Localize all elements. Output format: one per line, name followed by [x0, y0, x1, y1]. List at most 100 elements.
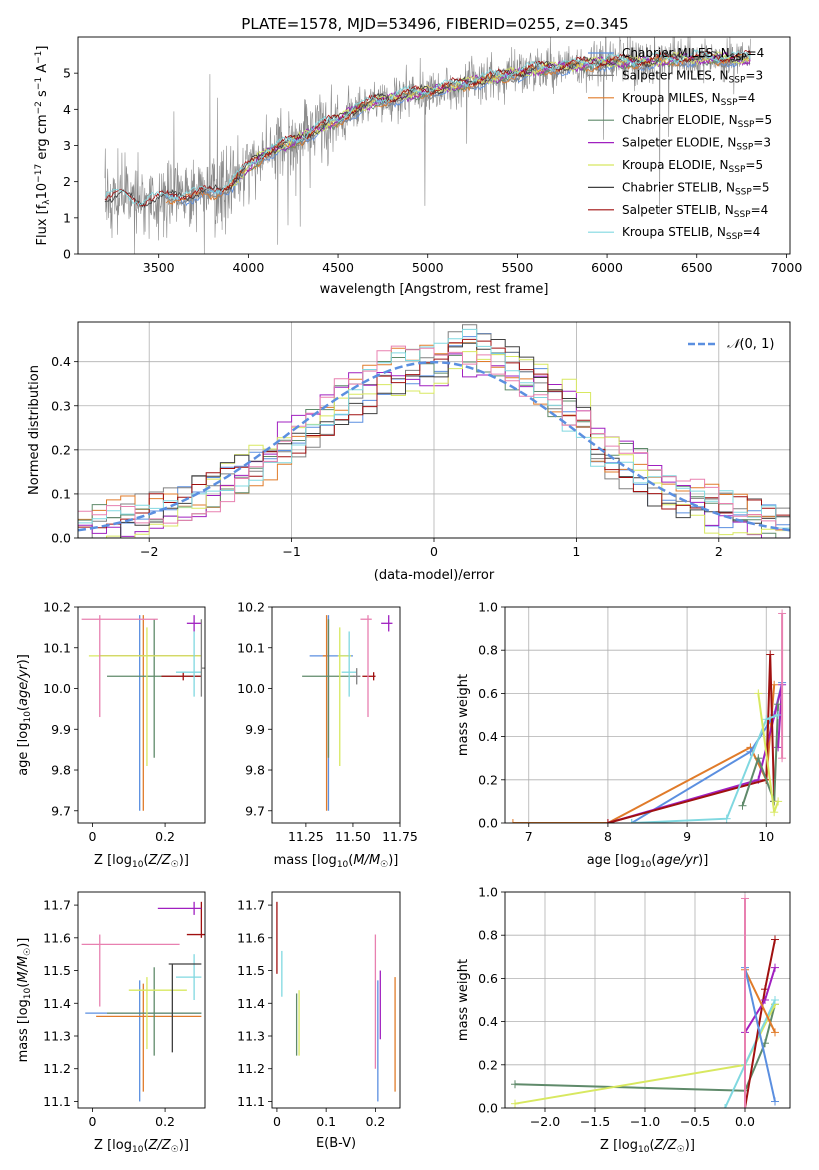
axes-z_age: [74, 606, 166, 827]
x-tick-label: 0.2: [155, 1114, 175, 1129]
y-tick-label: 11.3: [237, 1029, 265, 1044]
x-tick-label: 10: [758, 829, 774, 844]
y-tick-label: 9.7: [51, 803, 71, 818]
y-tick-label: 0.3: [51, 398, 71, 413]
y-tick-label: 0.0: [478, 816, 498, 831]
y-tick-label: 0.6: [478, 971, 498, 986]
x-tick-label: 7000: [771, 260, 803, 275]
x-tick-label: 0.1: [316, 1114, 336, 1129]
legend-entry: Chabrier ELODIE, NSSP=5: [622, 113, 772, 130]
x-tick-label: −1: [282, 544, 300, 559]
x-tick-label: 4500: [322, 260, 354, 275]
spectrum-ylabel: Flux [fλ10−17 erg cm−2 s−1 A−1]: [34, 46, 52, 246]
y-tick-label: 10.1: [43, 640, 71, 655]
axes-ebv_mass: [268, 904, 376, 1112]
y-tick-label: 0.4: [478, 729, 498, 744]
legend-entry: Salpeter STELIB, NSSP=4: [622, 203, 768, 220]
y-tick-label: 10.0: [43, 681, 71, 696]
x-tick-label: −1.5: [580, 1114, 610, 1129]
y-tick-label: 1: [63, 210, 71, 225]
z_weight-ylabel: mass weight: [456, 959, 471, 1041]
y-tick-label: 0.4: [51, 354, 71, 369]
y-tick-label: 10.1: [237, 640, 265, 655]
y-tick-label: 11.6: [43, 930, 71, 945]
y-tick-label: 9.7: [245, 803, 265, 818]
plot-area-resid: [78, 324, 790, 538]
ebv-mass-xlabel: E(B-V): [316, 1136, 356, 1151]
z_mass-frame: [77, 891, 206, 1109]
y-tick-label: 0.4: [478, 1014, 498, 1029]
legend-entry: Chabrier MILES, NSSP=4: [622, 46, 764, 63]
z_age-frame: [77, 606, 206, 824]
plot-area-age_weight: [508, 609, 787, 823]
y-tick-label: 0.2: [478, 1057, 498, 1072]
y-tick-label: 0.6: [478, 686, 498, 701]
y-tick-label: 9.9: [51, 722, 71, 737]
model-spectrum-kroupa_stelib: [104, 49, 751, 207]
residual-histogram-salp_stelib: [78, 338, 790, 529]
x-tick-label: 11.50: [335, 829, 371, 844]
z-mass-xlabel: Z [log10(Z/Z☉)]: [94, 1138, 189, 1155]
y-tick-label: 11.5: [43, 963, 71, 978]
legend-entry: Kroupa STELIB, NSSP=4: [622, 225, 760, 242]
plot-layer: 3500 4000 4500 5000 5500 6000 6500 7000012345Ch…: [16, 36, 803, 1155]
x-tick-label: 0: [273, 1114, 281, 1129]
y-tick-label: 11.3: [43, 1029, 71, 1044]
x-tick-label: 0: [430, 544, 438, 559]
model-spectrum-chab_stelib: [104, 50, 751, 208]
weight-line-kroupa_miles: [512, 684, 776, 823]
y-tick-label: 9.8: [245, 763, 265, 778]
y-tick-label: 0: [63, 247, 71, 262]
x-tick-label: 4000: [232, 260, 264, 275]
y-tick-label: 11.4: [43, 996, 71, 1011]
x-tick-label: 0: [89, 829, 97, 844]
x-tick-label: 11.25: [288, 829, 324, 844]
y-tick-label: 10.0: [237, 681, 265, 696]
y-tick-label: 11.7: [43, 898, 71, 913]
y-tick-label: 11.4: [237, 996, 265, 1011]
x-tick-label: 0.0: [735, 1114, 755, 1129]
y-tick-label: 10.2: [237, 600, 265, 615]
y-tick-label: 11.5: [237, 963, 265, 978]
plot-area-z_age: [81, 615, 205, 811]
residuals-ylabel: Normed distribution: [27, 365, 42, 495]
weight-line-kroupa_stelib: [631, 714, 779, 823]
plot-area-z_mass: [81, 901, 205, 1102]
x-tick-label: 6500: [681, 260, 713, 275]
observed-spectrum: [104, 37, 751, 254]
residual-histogram-kroupa_miles: [78, 342, 790, 530]
x-tick-label: −0.5: [680, 1114, 710, 1129]
y-tick-label: 11.1: [237, 1094, 265, 1109]
x-tick-label: 7: [525, 829, 533, 844]
x-tick-label: −2: [140, 544, 158, 559]
plot-area-z_weight: [511, 894, 779, 1108]
x-tick-label: 2: [715, 544, 723, 559]
spectrum-xlabel: wavelength [Angstrom, rest frame]: [320, 282, 549, 297]
y-tick-label: 11.1: [43, 1094, 71, 1109]
y-tick-label: 3: [63, 138, 71, 153]
y-tick-label: 0.8: [478, 928, 498, 943]
z-age-ylabel: age [log10(age/yr)]: [16, 654, 33, 776]
y-tick-label: 0.2: [51, 442, 71, 457]
plot-area-spec: [104, 37, 751, 254]
legend-entry: Kroupa ELODIE, NSSP=5: [622, 158, 763, 175]
model-spectrum-salp_stelib: [104, 49, 751, 207]
legend-entry: 𝒩(0, 1): [727, 337, 774, 352]
age_weight-ylabel: mass weight: [456, 674, 471, 756]
y-tick-label: 9.9: [245, 722, 265, 737]
figure-title: PLATE=1578, MJD=53496, FIBERID=0255, z=0…: [241, 15, 628, 33]
z-weight-xlabel: Z [log10(Z/Z☉)]: [600, 1138, 695, 1155]
x-tick-label: 0.2: [365, 1114, 385, 1129]
axes-z_mass: [74, 904, 166, 1112]
weight-line-salp_elodie: [607, 684, 784, 823]
residual-histogram-kroupa_stelib: [78, 328, 790, 529]
normal-curve: [78, 360, 790, 532]
axes-mass_age: [268, 606, 401, 827]
x-tick-label: 0: [89, 1114, 97, 1129]
residuals-xlabel: (data-model)/error: [374, 568, 495, 583]
x-tick-label: −2.0: [530, 1114, 560, 1129]
y-tick-label: 11.6: [237, 930, 265, 945]
x-tick-label: 8: [604, 829, 612, 844]
plot-area-mass_age: [302, 615, 393, 811]
